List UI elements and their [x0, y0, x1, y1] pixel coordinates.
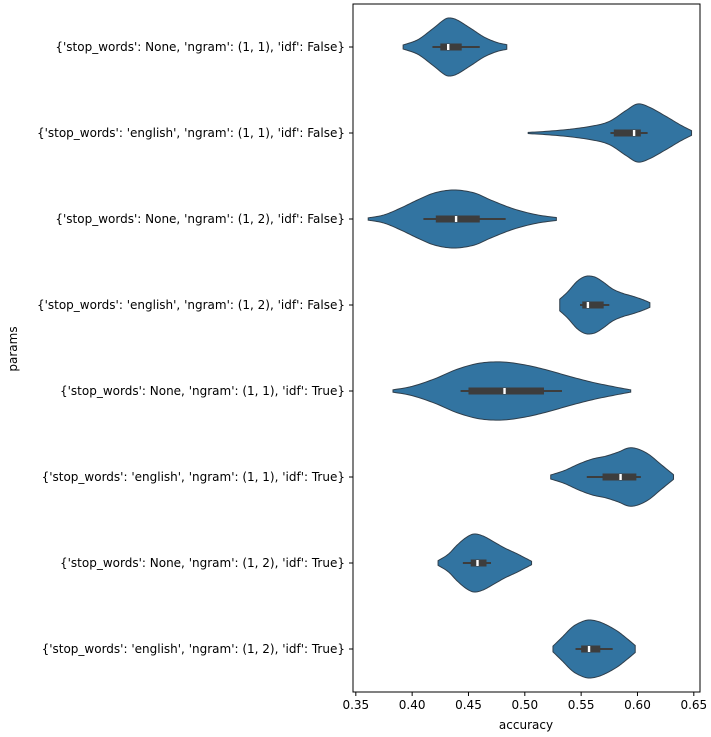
y-axis-label: params [6, 326, 20, 371]
violin-1 [402, 17, 508, 77]
median-marker [632, 130, 636, 136]
violin-8 [552, 619, 636, 679]
x-tick-label: 0.55 [568, 698, 595, 712]
median-marker [446, 44, 450, 50]
median-marker [503, 388, 506, 394]
iqr-box [613, 129, 641, 137]
category-label: {'stop_words': 'english', 'ngram': (1, 2… [42, 642, 345, 656]
y-axis: {'stop_words': None, 'ngram': (1, 1), 'i… [37, 40, 353, 656]
iqr-box [468, 387, 544, 395]
x-tick-label: 0.45 [455, 698, 482, 712]
violin-body [527, 103, 693, 163]
category-label: {'stop_words': None, 'ngram': (1, 1), 'i… [55, 40, 345, 54]
violin-7 [437, 533, 533, 593]
violin-2 [527, 103, 693, 163]
category-label: {'stop_words': 'english', 'ngram': (1, 1… [37, 126, 345, 140]
x-tick-label: 0.35 [342, 698, 369, 712]
violin-6 [550, 447, 675, 507]
iqr-box [440, 43, 462, 51]
median-marker [587, 646, 591, 652]
x-tick-label: 0.60 [624, 698, 651, 712]
median-marker [476, 560, 479, 566]
category-label: {'stop_words': None, 'ngram': (1, 2), 'i… [60, 556, 345, 570]
iqr-box [582, 301, 604, 309]
violin-3 [367, 189, 557, 249]
plot-frame [352, 3, 701, 693]
category-label: {'stop_words': 'english', 'ngram': (1, 2… [37, 298, 345, 312]
x-axis: 0.35 0.40 0.45 0.50 0.55 0.60 0.65 [342, 692, 707, 712]
violin-4 [559, 275, 651, 335]
violin-5 [392, 361, 632, 421]
iqr-box [581, 645, 601, 653]
median-marker [619, 474, 622, 480]
x-tick-label: 0.40 [399, 698, 426, 712]
x-tick-label: 0.65 [680, 698, 707, 712]
category-label: {'stop_words': None, 'ngram': (1, 1), 'i… [60, 384, 345, 398]
category-label: {'stop_words': 'english', 'ngram': (1, 1… [42, 470, 345, 484]
x-axis-label: accuracy [499, 718, 553, 732]
iqr-box [435, 215, 480, 223]
median-marker [586, 302, 590, 308]
median-marker [454, 216, 458, 222]
violins-layer [367, 17, 693, 679]
category-label: {'stop_words': None, 'ngram': (1, 2), 'i… [55, 212, 345, 226]
x-tick-label: 0.50 [511, 698, 538, 712]
